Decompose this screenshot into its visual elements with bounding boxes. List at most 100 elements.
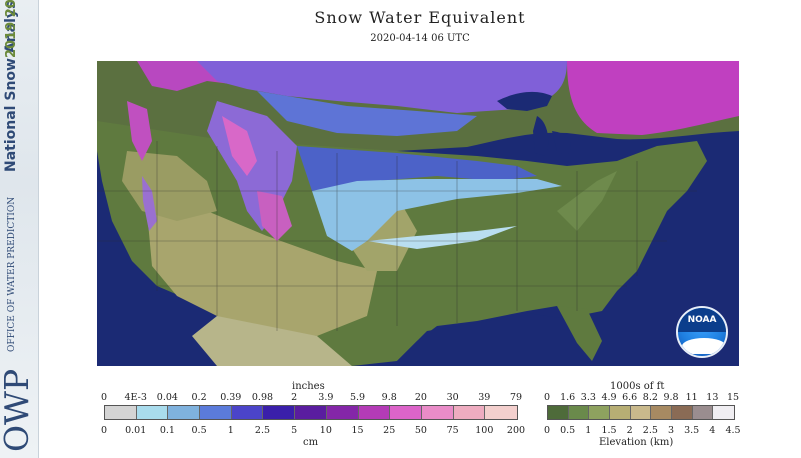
florida-land bbox=[557, 306, 602, 361]
elev-top-tick: 13 bbox=[706, 392, 719, 403]
swe-top-tick: 39 bbox=[478, 392, 491, 403]
elev-swatch bbox=[568, 406, 590, 419]
swe-swatch bbox=[421, 406, 454, 419]
canada-snow-magenta bbox=[567, 61, 739, 135]
swe-top-tick: 0.04 bbox=[156, 392, 178, 403]
swe-top-tick: 4E-3 bbox=[124, 392, 147, 403]
cascades-snow bbox=[127, 101, 152, 161]
map-title: Snow Water Equivalent bbox=[314, 8, 526, 27]
elev-bottom-tick: 1.5 bbox=[601, 425, 617, 436]
elev-bottom-tick: 1 bbox=[585, 425, 592, 436]
sidebar-banner: National Snow Analysis 2019 2020 OFFICE … bbox=[0, 0, 39, 458]
southwest-terrain bbox=[147, 211, 377, 336]
elev-swatch bbox=[651, 406, 672, 419]
swe-bottom-tick: 100 bbox=[475, 425, 494, 436]
elev-bottom-tick: 4.5 bbox=[725, 425, 741, 436]
canada-snow-blue bbox=[257, 91, 477, 136]
map-timestamp: 2020-04-14 06 UTC bbox=[370, 33, 470, 44]
swe-bottom-tick: 5 bbox=[291, 425, 298, 436]
swe-top-tick: 0.39 bbox=[220, 392, 242, 403]
swe-top-tick: 0.98 bbox=[251, 392, 274, 403]
sierra-snow bbox=[142, 176, 157, 231]
swe-bottom-tick: 25 bbox=[383, 425, 396, 436]
plains-snow-light bbox=[312, 179, 562, 251]
elev-swatch bbox=[589, 406, 610, 419]
swe-swatch bbox=[326, 406, 359, 419]
elev-bottom-tick: 0 bbox=[543, 425, 551, 436]
canada-snow-violet bbox=[197, 61, 567, 113]
elev-swatch bbox=[609, 406, 631, 419]
swe-bottom-tick: 1 bbox=[227, 425, 234, 436]
elev-bottom-tick: 3 bbox=[667, 425, 675, 436]
agency-logo-text: OWP bbox=[0, 368, 36, 452]
map-graphic bbox=[97, 61, 739, 366]
swe-bottom-tick: 0 bbox=[100, 425, 108, 436]
swe-top-tick: 2 bbox=[291, 392, 298, 403]
swe-swatch bbox=[358, 406, 391, 419]
swe-bottom-tick: 50 bbox=[414, 425, 427, 436]
elev-top-tick: 8.2 bbox=[642, 392, 658, 403]
swe-legend-top-unit: inches bbox=[292, 381, 325, 392]
swe-swatch bbox=[390, 406, 422, 419]
elev-swatch bbox=[671, 406, 693, 419]
gulf-of-mexico bbox=[397, 313, 567, 366]
elev-bottom-tick: 2.5 bbox=[642, 425, 658, 436]
swe-swatch bbox=[453, 406, 486, 419]
swe-swatch bbox=[168, 406, 201, 419]
plains-snow-streak bbox=[367, 226, 517, 249]
great-lakes bbox=[497, 91, 552, 111]
elev-bottom-tick: 2 bbox=[626, 425, 633, 436]
swe-top-tick: 79 bbox=[509, 392, 523, 403]
elev-legend-top-unit: 1000s of ft bbox=[610, 381, 665, 392]
swe-top-tick: 30 bbox=[446, 392, 459, 403]
swe-swatch bbox=[231, 406, 264, 419]
great-lakes-3 bbox=[552, 131, 572, 156]
colorado-snow bbox=[257, 191, 292, 241]
swe-bottom-tick: 0.5 bbox=[191, 425, 207, 436]
swe-swatch bbox=[485, 406, 517, 419]
elev-top-tick: 15 bbox=[726, 392, 740, 403]
elev-bottom-tick: 3.5 bbox=[684, 425, 700, 436]
swe-swatch bbox=[200, 406, 232, 419]
elev-swatch bbox=[630, 406, 652, 419]
state-boundaries bbox=[97, 141, 697, 331]
swe-swatch bbox=[263, 406, 296, 419]
elev-top-tick: 4.9 bbox=[601, 392, 617, 403]
elev-top-tick: 1.6 bbox=[560, 392, 576, 403]
swe-top-tick: 20 bbox=[414, 392, 427, 403]
agency-name: OFFICE OF WATER PREDICTION bbox=[7, 196, 17, 352]
swe-bottom-tick: 2.5 bbox=[254, 425, 271, 436]
swe-top-tick: 9.8 bbox=[381, 392, 397, 403]
elev-bottom-tick: 4 bbox=[709, 425, 716, 436]
swe-bottom-tick: 15 bbox=[351, 425, 364, 436]
noaa-logo-text: NOAA bbox=[687, 315, 717, 325]
appalachian-terrain bbox=[557, 171, 617, 231]
elev-top-tick: 3.3 bbox=[580, 392, 596, 403]
swe-legend-bottom-unit: cm bbox=[303, 437, 319, 448]
elev-bottom-tick: 0.5 bbox=[560, 425, 576, 436]
great-lakes-2 bbox=[533, 116, 549, 156]
elev-top-tick: 6.6 bbox=[622, 392, 638, 403]
swe-swatch bbox=[105, 406, 137, 419]
swe-bottom-tick: 0.1 bbox=[159, 425, 175, 436]
elev-top-tick: 0 bbox=[543, 392, 551, 403]
elev-top-tick: 11 bbox=[685, 392, 698, 403]
elev-colorbar bbox=[547, 405, 735, 420]
swe-bottom-tick: 0.01 bbox=[125, 425, 147, 436]
elev-legend-bottom-label: Elevation (km) bbox=[599, 437, 674, 448]
swe-top-tick: 3.9 bbox=[318, 392, 334, 403]
swe-top-tick: 0.2 bbox=[191, 392, 207, 403]
elev-swatch bbox=[548, 406, 569, 419]
noaa-logo: NOAA bbox=[676, 306, 728, 358]
swe-top-tick: 5.9 bbox=[349, 392, 366, 403]
swe-bottom-tick: 200 bbox=[506, 425, 526, 436]
swe-bottom-tick: 10 bbox=[319, 425, 332, 436]
elev-swatch bbox=[713, 406, 734, 419]
swe-top-tick: 0 bbox=[100, 392, 108, 403]
elev-top-tick: 9.8 bbox=[663, 392, 679, 403]
elev-swatch bbox=[692, 406, 714, 419]
swe-swatch bbox=[295, 406, 327, 419]
rockies-snow-pink bbox=[222, 116, 257, 176]
product-years: 2019 2020 bbox=[4, 0, 19, 58]
swe-bottom-tick: 75 bbox=[446, 425, 459, 436]
